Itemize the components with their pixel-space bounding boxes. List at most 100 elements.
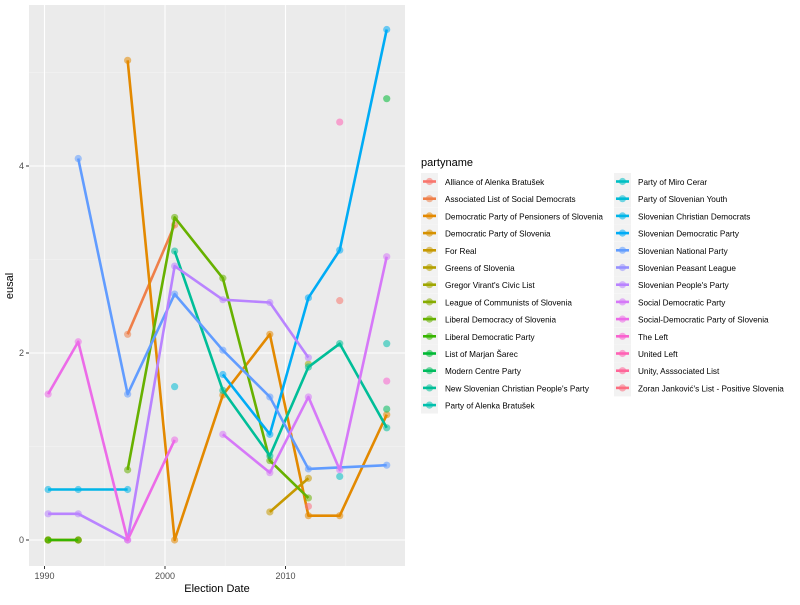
legend-key-point <box>425 349 434 358</box>
y-tick-label: 0 <box>19 535 24 545</box>
legend-item: Modern Centre Party <box>421 362 522 380</box>
legend-item: Social Democratic Party <box>614 293 726 311</box>
legend-key-point <box>618 349 627 358</box>
data-point <box>266 430 274 438</box>
legend-label: Gregor Virant's Civic List <box>445 281 535 290</box>
legend-key-point <box>618 384 627 392</box>
legend-title: partyname <box>421 157 473 169</box>
series-group <box>383 405 391 413</box>
data-point <box>383 340 391 348</box>
legend-key-point <box>618 281 627 289</box>
series-group <box>336 118 344 126</box>
legend-key-point <box>425 298 434 306</box>
data-point <box>383 25 391 34</box>
legend-item: Party of Alenka Bratušek <box>421 396 536 414</box>
data-point <box>304 494 312 502</box>
legend-item: Slovenian Peasant League <box>614 259 736 276</box>
legend-label: Liberal Democracy of Slovenia <box>445 316 556 325</box>
legend-label: Slovenian Democratic Party <box>638 230 740 239</box>
legend-item: Gregor Virant's Civic List <box>421 276 535 294</box>
legend-label: Zoran Janković's List - Positive Sloveni… <box>638 384 784 393</box>
legend-item: Democratic Party of Pensioners of Sloven… <box>421 207 603 225</box>
legend-item: Associated List of Social Democrats <box>421 190 576 208</box>
x-tick-label: 2010 <box>275 571 295 581</box>
data-point <box>266 298 274 307</box>
data-point <box>304 465 312 473</box>
data-point <box>304 393 312 401</box>
legend-item: Unity, Asssociated List <box>614 362 720 380</box>
legend-key-point <box>425 195 434 203</box>
series-group <box>74 154 391 473</box>
legend-label: Slovenian Peasant League <box>638 264 736 273</box>
legend-item: Democratic Party of Slovenia <box>421 224 551 242</box>
series-marks <box>44 25 391 544</box>
data-point <box>266 469 274 477</box>
legend: Alliance of Alenka Bratušek Associated Li… <box>421 173 784 414</box>
legend-label: Party of Miro Cerar <box>638 178 707 187</box>
data-point <box>124 330 132 338</box>
legend-key-point <box>425 401 434 409</box>
legend-item: Liberal Democracy of Slovenia <box>421 310 556 328</box>
data-point <box>44 536 52 544</box>
legend-label: Slovenian People's Party <box>638 281 730 290</box>
series-group <box>219 253 391 477</box>
data-point <box>124 485 132 494</box>
data-point <box>74 154 82 163</box>
legend-label: Unity, Asssociated List <box>638 367 720 376</box>
data-point <box>171 213 179 222</box>
data-point <box>124 536 132 544</box>
legend-key-point <box>425 367 434 375</box>
legend-label: New Slovenian Christian People's Party <box>445 384 590 393</box>
data-point <box>383 424 391 432</box>
legend-label: The Left <box>638 333 669 342</box>
legend-item: United Left <box>614 345 678 362</box>
series-group <box>171 247 391 460</box>
data-point <box>171 262 179 270</box>
legend-item: Party of Miro Cerar <box>614 173 707 190</box>
legend-label: Party of Alenka Bratušek <box>445 402 536 411</box>
data-point <box>336 340 344 348</box>
legend-key-point <box>425 263 434 272</box>
data-point <box>44 510 52 518</box>
legend-label: Alliance of Alenka Bratušek <box>445 178 545 187</box>
legend-key-point <box>425 384 434 392</box>
data-point <box>336 246 344 254</box>
series-group <box>383 340 391 348</box>
data-point <box>44 485 52 494</box>
series-group <box>219 25 391 438</box>
series-line <box>268 477 310 513</box>
data-point <box>336 472 344 481</box>
x-tick-label: 2000 <box>155 571 175 581</box>
series-group <box>171 383 179 391</box>
legend-key-point <box>618 298 627 306</box>
data-point <box>336 512 344 520</box>
series-group <box>304 502 312 510</box>
legend-item: For Real <box>421 241 477 259</box>
data-point <box>266 452 274 460</box>
data-point <box>44 390 52 398</box>
data-point <box>383 405 391 413</box>
data-point <box>336 297 344 305</box>
legend-item: Slovenian Democratic Party <box>614 224 740 242</box>
legend-label: United Left <box>638 350 678 359</box>
legend-item: Party of Slovenian Youth <box>614 190 728 208</box>
data-point <box>219 274 227 282</box>
data-point <box>171 383 179 391</box>
legend-item: New Slovenian Christian People's Party <box>421 379 590 397</box>
series-group <box>336 472 344 481</box>
series-line <box>173 250 388 458</box>
series-line <box>46 340 176 542</box>
series-group <box>383 377 391 385</box>
data-point <box>219 386 227 394</box>
legend-key-point <box>425 332 434 340</box>
data-point <box>124 56 132 64</box>
legend-label: Democratic Party of Slovenia <box>445 230 551 239</box>
data-point <box>304 354 312 362</box>
legend-label: Slovenian Christian Democrats <box>638 212 750 221</box>
legend-key-point <box>618 177 627 186</box>
data-point <box>383 377 391 385</box>
data-point <box>304 502 312 510</box>
legend-key-point <box>425 281 434 289</box>
data-point <box>266 393 274 401</box>
y-axis-title: eusal <box>4 273 16 299</box>
